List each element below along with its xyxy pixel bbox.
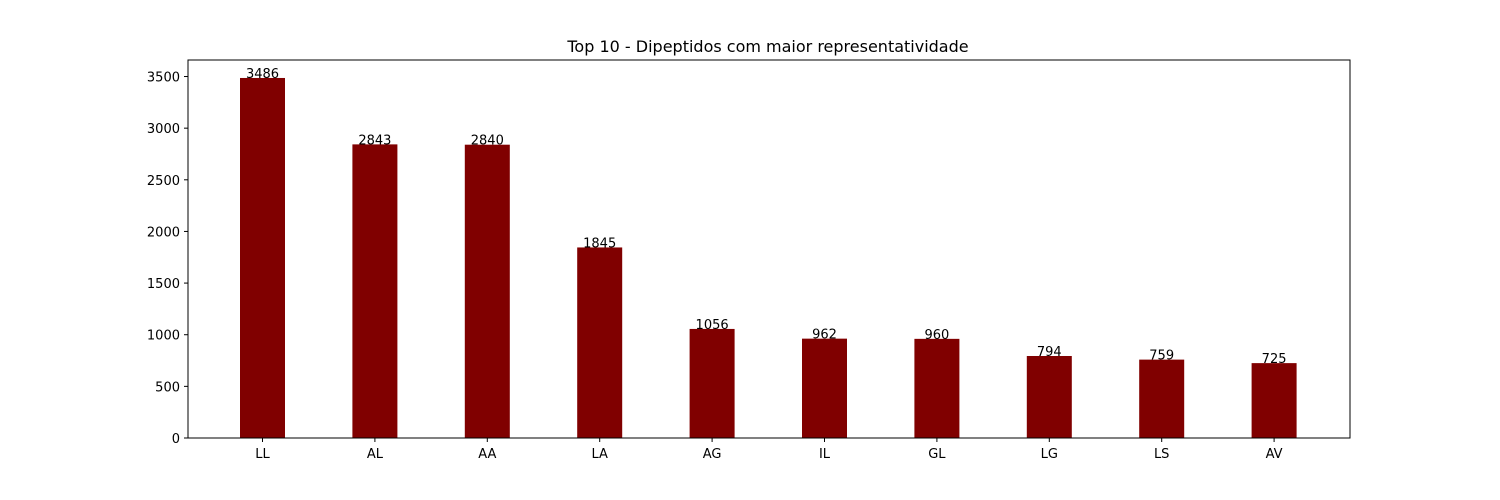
x-tick-label-ag: AG <box>703 447 722 462</box>
bars-group <box>240 77 1297 438</box>
chart-title: Top 10 - Dipeptidos com maior representa… <box>566 37 968 56</box>
data-label-aa: 2840 <box>471 134 504 149</box>
y-tick-label: 500 <box>155 380 180 395</box>
x-tick-label-gl: GL <box>928 447 946 462</box>
plot-frame <box>187 59 1351 439</box>
x-tick-label-il: IL <box>819 447 831 462</box>
bar-gl <box>914 338 960 438</box>
x-tick-label-ls: LS <box>1154 447 1170 462</box>
data-labels-group: 3486 2843 2840 1845 1056 962 960 794 759 725 <box>246 67 1287 367</box>
x-tick-label-la: LA <box>591 447 608 462</box>
y-tick-label: 3500 <box>147 71 180 86</box>
bar-al <box>352 144 398 438</box>
x-tick-label-av: AV <box>1266 447 1283 462</box>
data-label-ll: 3486 <box>246 67 279 82</box>
bar-la <box>577 247 623 438</box>
x-tick-label-al: AL <box>367 447 384 462</box>
y-tick-label: 0 <box>172 432 180 447</box>
y-tick-label: 2000 <box>147 225 180 240</box>
bar-il <box>802 338 847 438</box>
bar-ag <box>689 328 735 438</box>
x-tick-label-lg: LG <box>1041 447 1058 462</box>
bar-ll <box>240 77 285 438</box>
x-axis: LL AL AA LA AG IL GL LG LS AV <box>255 438 1283 462</box>
y-tick-label: 1500 <box>147 277 180 292</box>
bar-ls <box>1139 359 1185 438</box>
x-tick-label-aa: AA <box>478 447 496 462</box>
bar-aa <box>464 144 510 438</box>
y-tick-label: 2500 <box>147 174 180 189</box>
bar-lg <box>1026 355 1072 438</box>
y-tick-label: 3000 <box>147 122 180 137</box>
data-label-av: 725 <box>1262 352 1287 367</box>
data-label-ag: 1056 <box>696 318 729 333</box>
y-tick-label: 1000 <box>147 329 180 344</box>
x-tick-label-ll: LL <box>255 447 270 462</box>
data-label-il: 962 <box>812 328 837 343</box>
data-label-la: 1845 <box>583 236 616 251</box>
y-axis: 0 500 1000 1500 2000 2500 3000 3500 <box>147 71 188 447</box>
data-label-ls: 759 <box>1149 349 1174 364</box>
data-label-gl: 960 <box>924 328 949 343</box>
bar-av <box>1251 363 1297 438</box>
data-label-al: 2843 <box>358 133 391 148</box>
data-label-lg: 794 <box>1037 345 1062 360</box>
